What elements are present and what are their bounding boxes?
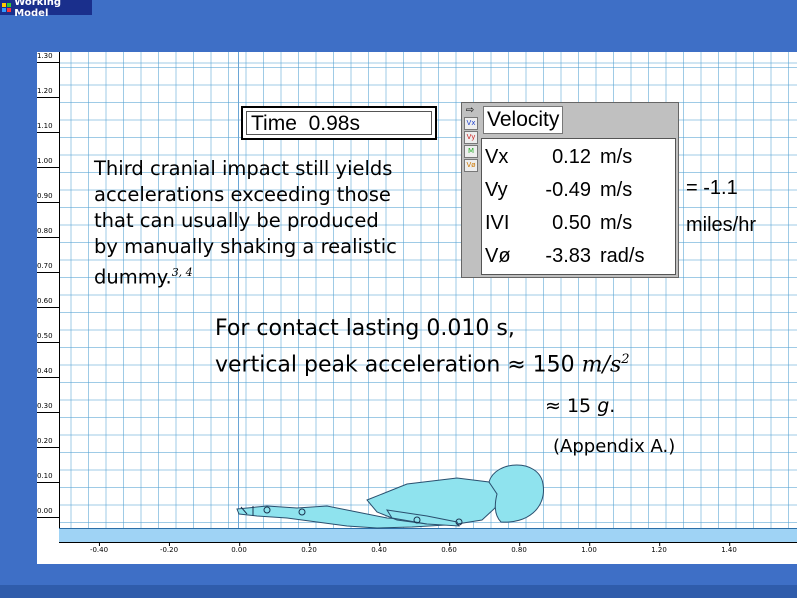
description-line: accelerations exceeding those xyxy=(94,183,391,206)
x-tick-label: 1.00 xyxy=(581,542,597,554)
x-tick-label: 0.60 xyxy=(441,542,457,554)
infant-dummy-model[interactable] xyxy=(227,462,557,532)
meter-row-label: Vø xyxy=(485,245,511,267)
y-tick-label: 0.90 xyxy=(37,192,59,203)
y-tick-label: 0.60 xyxy=(37,297,59,308)
x-tick-label: -0.40 xyxy=(89,542,109,554)
description-line: that can usually be produced xyxy=(94,209,379,232)
y-tick-label: 1.00 xyxy=(37,157,59,168)
y-tick-label: 0.20 xyxy=(37,437,59,448)
meter-row-unit: m/s xyxy=(600,146,633,168)
meter-row-value: 0.50 xyxy=(552,212,591,234)
meter-row-magnitude: IVI 0.50 m/s xyxy=(482,207,675,239)
app-icon xyxy=(2,2,11,13)
accel-prefix: vertical peak acceleration ≈ 150 xyxy=(215,352,582,378)
y-tick-label: 0.00 xyxy=(37,507,59,518)
vx-toggle-button[interactable]: Vx xyxy=(464,117,478,130)
meter-values: Vx 0.12 m/s Vy -0.49 m/s IVI 0.50 m/s Vø… xyxy=(481,138,676,275)
meter-row-value: -3.83 xyxy=(545,245,591,267)
time-label: Time xyxy=(251,112,297,135)
vertical-ruler: 1.30 1.20 1.10 1.00 0.90 0.80 0.70 0.60 … xyxy=(37,52,60,564)
description-line: Third cranial impact still yields xyxy=(94,157,393,180)
x-tick-label: 1.40 xyxy=(721,542,737,554)
description-text: Third cranial impact still yields accele… xyxy=(94,156,397,291)
description-line: dummy.3, 4 xyxy=(94,260,397,291)
time-display[interactable]: Time 0.98s xyxy=(241,106,437,140)
y-tick-label: 0.10 xyxy=(37,472,59,483)
y-tick-label: 1.20 xyxy=(37,87,59,98)
vphi-toggle-button[interactable]: Vø xyxy=(464,159,478,172)
horizontal-ruler: -0.40 -0.20 0.00 0.20 0.40 0.60 0.80 1.0… xyxy=(59,542,797,564)
meter-row-vy: Vy -0.49 m/s xyxy=(482,174,675,206)
meter-title: Velocity xyxy=(483,106,564,134)
time-value: 0.98 xyxy=(308,112,350,135)
conversion-value: -1.1 xyxy=(703,177,738,199)
x-tick-label: -0.20 xyxy=(159,542,179,554)
x-tick-label: 0.00 xyxy=(231,542,247,554)
meter-row-unit: m/s xyxy=(600,179,633,201)
hip-joint xyxy=(298,508,306,516)
x-tick-label: 1.20 xyxy=(651,542,667,554)
peak-acceleration-text: vertical peak acceleration ≈ 150 m/s2 xyxy=(215,352,630,377)
magnitude-toggle-button[interactable]: M xyxy=(464,145,478,158)
meter-row-vx: Vx 0.12 m/s xyxy=(482,141,675,173)
meter-row-unit: rad/s xyxy=(600,245,645,267)
accel-unit: m/s xyxy=(581,352,622,378)
elbow-joint xyxy=(413,516,421,524)
y-tick-label: 0.50 xyxy=(37,332,59,343)
meter-row-label: Vy xyxy=(485,179,508,201)
citation: 3, 4 xyxy=(171,266,193,279)
meter-row-vphi: Vø -3.83 rad/s xyxy=(482,240,675,272)
knee-joint xyxy=(263,506,271,514)
conversion-prefix: = xyxy=(686,177,704,199)
status-strip xyxy=(0,585,797,598)
x-tick-label: 0.80 xyxy=(511,542,527,554)
time-unit: s xyxy=(349,112,360,135)
dummy-arm xyxy=(386,509,460,527)
wrist-joint xyxy=(455,518,463,526)
meter-toolbar: ⇨ Vx Vy M Vø xyxy=(464,105,478,173)
meter-row-label: Vx xyxy=(485,146,509,168)
velocity-meter[interactable]: ⇨ Vx Vy M Vø Velocity Vx 0.12 m/s Vy -0.… xyxy=(461,102,679,278)
y-tick-label: 0.80 xyxy=(37,227,59,238)
arrow-icon[interactable]: ⇨ xyxy=(465,105,475,116)
appendix-reference: (Appendix A.) xyxy=(553,436,676,457)
foot-detail xyxy=(240,506,254,516)
dummy-head xyxy=(488,464,544,523)
window-title: Working Model xyxy=(14,0,62,19)
time-readout: Time 0.98s xyxy=(246,111,432,135)
description-line: by manually shaking a realistic xyxy=(94,235,397,258)
g-unit: g xyxy=(597,395,610,417)
meter-row-value: 0.12 xyxy=(552,146,591,168)
y-tick-label: 0.40 xyxy=(37,367,59,378)
floor-body[interactable] xyxy=(59,528,797,543)
description-line-text: dummy. xyxy=(94,265,172,289)
speed-conversion: = -1.1 xyxy=(686,177,738,200)
y-axis-line xyxy=(238,52,239,542)
conversion-unit: miles/hr xyxy=(686,214,757,236)
simulation-workspace[interactable]: 1.30 1.20 1.10 1.00 0.90 0.80 0.70 0.60 … xyxy=(37,52,797,564)
title-bar: Working Model xyxy=(0,0,92,19)
x-tick-label: 0.20 xyxy=(301,542,317,554)
accel-exponent: 2 xyxy=(621,352,630,367)
meter-row-value: -0.49 xyxy=(545,179,591,201)
g-force-text: ≈ 15 g. xyxy=(545,395,615,417)
meter-row-label: IVI xyxy=(485,212,510,234)
y-tick-label: 0.70 xyxy=(37,262,59,273)
contact-duration-text: For contact lasting 0.010 s, xyxy=(215,316,515,341)
vy-toggle-button[interactable]: Vy xyxy=(464,131,478,144)
g-suffix: . xyxy=(609,395,616,417)
meter-row-unit: m/s xyxy=(600,212,633,234)
y-tick-label: 1.10 xyxy=(37,122,59,133)
y-tick-label: 0.30 xyxy=(37,402,59,413)
x-tick-label: 0.40 xyxy=(371,542,387,554)
y-tick-label: 1.30 xyxy=(37,52,59,63)
g-prefix: ≈ 15 xyxy=(545,395,598,417)
